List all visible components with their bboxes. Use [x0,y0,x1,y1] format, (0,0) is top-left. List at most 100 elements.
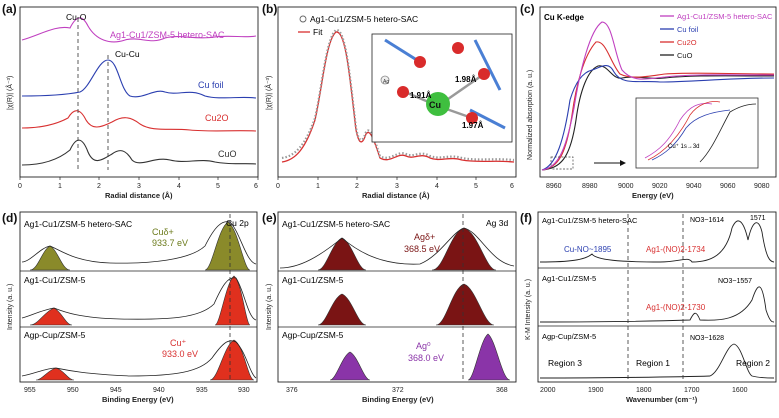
panel-d-label: (d) [2,211,17,225]
bond-length: 1.98Å [455,75,477,84]
panel-e-xlabel: Binding Energy (eV) [362,395,434,404]
bond-length: 1.97Å [462,121,484,130]
tick-label: 376 [286,387,298,394]
panel-d-ylabel: Intensity (a. u.) [7,284,14,330]
region-label: Region 1 [636,358,670,368]
annotation-cu-o: Cu-O [66,12,87,22]
tick-label: 8980 [582,183,598,190]
tick-label: 8960 [546,183,562,190]
cu-atom [426,92,450,116]
row-label: Ag1-Cu1/ZSM-5 [282,275,344,285]
tick-label: 935 [196,387,208,394]
annotation: Ag1-(NO)2-1730 [646,303,706,312]
panel-c-legend: Ag1-Cu1/ZSM-5 hetero-SAC Cu foil Cu2O Cu… [660,12,773,60]
panel-c-ylabel: Normalized absorption (a. u.) [527,70,534,160]
tick-label: 9060 [720,183,736,190]
panel-e-frame [277,211,517,383]
tick-label: 9040 [686,183,702,190]
tick-label: 5 [474,183,478,190]
peak-cu-2p3-2 [209,339,255,381]
tick-label: 940 [153,387,165,394]
tick-label: 9000 [618,183,634,190]
annotation: Ag1-(NO)2-1734 [646,245,706,254]
panel-b-xticks: 0 1 2 3 4 5 6 [276,177,514,190]
corner-label: Cu 2p [226,218,249,228]
tick-label: 1700 [684,387,700,394]
row-label: Agp-Cup/ZSM-5 [542,332,596,341]
region-label: Region 3 [548,358,582,368]
tick-label: 9080 [754,183,770,190]
panel-a-ylabel: |χ(R)| (Å⁻³) [5,76,14,110]
tick-label: 6 [510,183,514,190]
legend-hetero-sac: Ag1-Cu1/ZSM-5 hetero-SAC [110,30,225,40]
panel-a-xlabel: Radial distance (Å) [105,191,173,200]
legend-item: CuO [677,51,693,60]
annotation: NO3~1628 [690,335,724,342]
panel-e-label: (e) [262,211,277,225]
row-label: Agp-Cup/ZSM-5 [24,330,86,340]
annotation-cu-cu: Cu-Cu [115,49,140,59]
annotation: Cu⁺ [170,338,187,348]
zoom-arrow-head [620,160,626,166]
legend-data-label: Ag1-Cu1/ZSM-5 hetero-SAC [310,14,418,24]
panel-c-xticks: 8960 8980 9000 9020 9040 9060 9080 [546,183,770,190]
tick-label: 1 [58,183,62,190]
tick-label: 2 [97,183,101,190]
drifts-row-3 [539,343,775,379]
panel-d-xlabel: Binding Energy (eV) [102,395,174,404]
panel-b-xlabel: Radial distance (Å) [362,191,430,200]
legend-item: Ag1-Cu1/ZSM-5 hetero-SAC [677,12,773,21]
panel-c: (c) Normalized absorption (a. u.) Energy… [520,2,777,200]
drifts-row-2 [539,286,775,323]
annotation: 1571 [750,215,766,222]
peak-cu-2p1-2 [35,367,75,381]
panel-a: (a) |χ(R)| (Å⁻³) Radial distance (Å) 0 1… [2,2,259,200]
panel-f: (f) K-M Intensity (a. u.) Wavenumber (cm… [520,211,777,404]
fit-curve [281,31,515,163]
curve-cuo [21,139,257,166]
curve-cu-foil [21,59,257,99]
panel-f-xticks: 2000 1900 1800 1700 1600 [540,387,748,394]
panel-f-label: (f) [520,211,532,225]
edge-label: Cu K-edge [544,13,585,22]
inset-label: Cu⁺ 1s→3d [668,143,700,150]
ag-atom-label: Ag [383,79,389,85]
tick-label: 6 [254,183,258,190]
peak-ag-3d3-2 [317,293,367,326]
panel-b-label: (b) [262,2,277,16]
tick-label: 2 [355,183,359,190]
panel-d-xticks: 955 950 945 940 935 930 [24,387,250,394]
annotation: 368.0 eV [408,353,444,363]
panel-a-xticks: 0 1 2 3 4 5 6 [18,177,259,190]
legend-cu-foil: Cu foil [198,80,224,90]
panel-c-xlabel: Energy (eV) [632,191,674,200]
annotation: NO3~1557 [718,278,752,285]
tick-label: 1600 [732,387,748,394]
row-label: Ag1-Cu1/ZSM-5 hetero-SAC [282,219,390,229]
legend-cuo: CuO [218,149,237,159]
row-label: Ag1-Cu1/ZSM-5 hetero-SAC [542,216,638,225]
annotation: Agδ+ [414,232,435,242]
annotation: 933.0 eV [162,349,198,359]
corner-label: Ag 3d [486,218,508,228]
peak-cu-2p1-2 [29,245,71,271]
bond-length: 1.91Å [410,91,432,100]
legend-marker-data [299,15,307,23]
data-points [281,28,515,162]
peak-ag-3d3-2 [317,237,367,271]
xanes-cuo [541,65,775,171]
tick-label: 4 [435,183,439,190]
row-label: Ag1-Cu1/ZSM-5 [24,275,86,285]
legend-item: Cu2O [677,38,697,47]
tick-label: 4 [177,183,181,190]
peak-ag-3d5-2 [431,227,497,271]
tick-label: 2000 [540,387,556,394]
region-label: Region 2 [736,358,770,368]
tick-label: 3 [395,183,399,190]
legend-fit-label: Fit [313,27,323,37]
xanes-inset: Cu⁺ 1s→3d [635,97,759,169]
curve-hetero-sac [21,17,257,43]
tick-label: 945 [110,387,122,394]
tick-label: 9020 [652,183,668,190]
